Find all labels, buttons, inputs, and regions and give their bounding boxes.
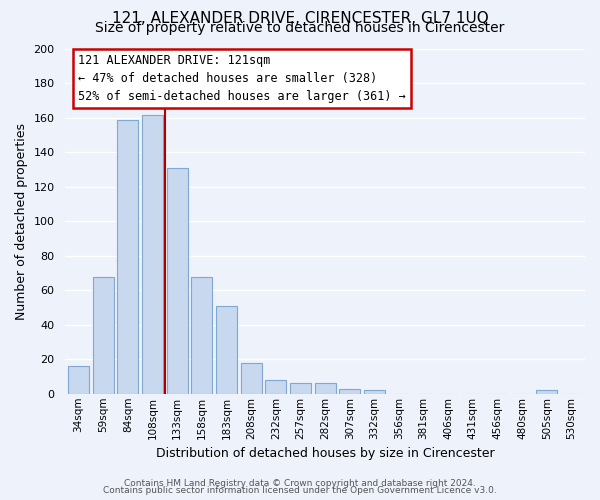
Bar <box>167 168 188 394</box>
Bar <box>241 362 262 394</box>
Bar <box>68 366 89 394</box>
Bar <box>93 276 114 394</box>
Bar <box>364 390 385 394</box>
Bar <box>339 388 360 394</box>
Text: Contains public sector information licensed under the Open Government Licence v3: Contains public sector information licen… <box>103 486 497 495</box>
Bar <box>118 120 139 394</box>
Y-axis label: Number of detached properties: Number of detached properties <box>15 123 28 320</box>
Text: Contains HM Land Registry data © Crown copyright and database right 2024.: Contains HM Land Registry data © Crown c… <box>124 478 476 488</box>
Bar <box>290 384 311 394</box>
X-axis label: Distribution of detached houses by size in Cirencester: Distribution of detached houses by size … <box>156 447 494 460</box>
Bar <box>536 390 557 394</box>
Text: 121 ALEXANDER DRIVE: 121sqm
← 47% of detached houses are smaller (328)
52% of se: 121 ALEXANDER DRIVE: 121sqm ← 47% of det… <box>78 54 406 103</box>
Bar <box>314 384 335 394</box>
Text: 121, ALEXANDER DRIVE, CIRENCESTER, GL7 1UQ: 121, ALEXANDER DRIVE, CIRENCESTER, GL7 1… <box>112 11 488 26</box>
Bar <box>216 306 237 394</box>
Bar <box>142 114 163 394</box>
Bar <box>191 276 212 394</box>
Bar <box>265 380 286 394</box>
Text: Size of property relative to detached houses in Cirencester: Size of property relative to detached ho… <box>95 21 505 35</box>
